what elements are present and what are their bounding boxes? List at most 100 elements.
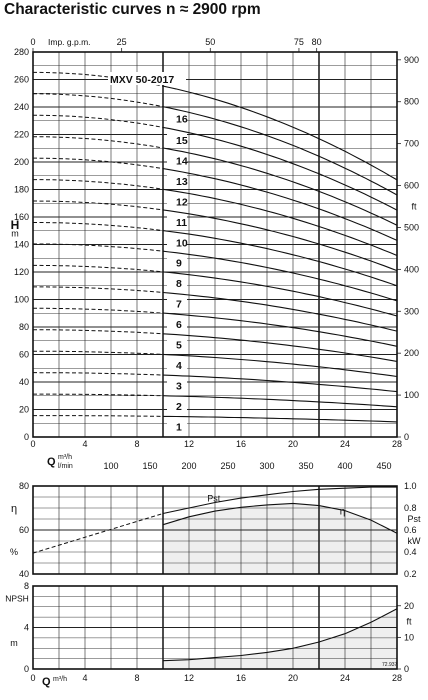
stage-curve: [162, 353, 398, 378]
right-axis-tick-label: 100: [404, 390, 419, 400]
eta-axis-tick-label: 40: [19, 569, 29, 579]
eta-axis-label: η: [11, 503, 17, 515]
lmin-axis-tick-label: 350: [298, 461, 313, 471]
left-axis-tick-label: 60: [19, 350, 29, 360]
stage-label: 4: [176, 360, 182, 372]
right-axis-tick-label: 200: [404, 348, 419, 358]
npsh-flow-tick-label: 28: [392, 673, 402, 683]
ft-axis-tick-label: 0: [404, 664, 409, 674]
stage-label-backdrop: [167, 379, 187, 392]
flow-axis-tick-label: 8: [134, 439, 139, 449]
npsh-flow-tick-label: 24: [340, 673, 350, 683]
lmin-axis-tick-label: 150: [142, 461, 157, 471]
left-axis-tick-label: 80: [19, 322, 29, 332]
top-axis-tick-label: 75: [294, 37, 304, 47]
left-axis-tick-label: 40: [19, 377, 29, 387]
ft-axis-tick-label: 10: [404, 632, 414, 642]
stage-curve: [162, 209, 398, 272]
stage-label-backdrop: [167, 133, 187, 146]
right-axis-tick-label: 300: [404, 306, 419, 316]
stage-label: 8: [176, 278, 182, 290]
npsh-flow-tick-label: 12: [184, 673, 194, 683]
stage-curve: [162, 374, 398, 393]
stage-label-backdrop: [167, 215, 187, 228]
left-axis-tick-label: 240: [14, 102, 29, 112]
stage-label: 1: [176, 422, 182, 434]
stage-label-backdrop: [167, 338, 187, 351]
stage-curve: [162, 126, 398, 211]
stage-curve-dashed: [33, 71, 164, 87]
stage-label-backdrop: [167, 277, 187, 290]
stage-label-backdrop: [167, 112, 187, 125]
right-axis-tick-label: 900: [404, 55, 419, 65]
stage-label: 3: [176, 381, 182, 393]
flow-axis-tick-label: 20: [288, 439, 298, 449]
model-label-backdrop: [108, 72, 186, 85]
npsh-flow-tick-label: 20: [288, 673, 298, 683]
head-panel-curves: [32, 71, 398, 423]
stage-curve: [163, 415, 398, 423]
stage-curve: [162, 188, 398, 257]
left-axis-tick-label: 20: [19, 405, 29, 415]
ft-axis-tick-label: 20: [404, 601, 414, 611]
stage-curve: [162, 395, 398, 408]
efficiency-panel: 0 4 8 12 16 20 24 28 Q m³/h l/min 100 150 200 250 300 35…: [10, 439, 421, 579]
left-axis-tick-label: 140: [14, 240, 29, 250]
left-axis-tick-label: 0: [24, 432, 29, 442]
stage-label-backdrop: [167, 420, 187, 433]
top-axis-tick-label: 0: [30, 37, 35, 47]
stage-curve-dashed: [32, 157, 164, 170]
flow-axis-label: Q: [47, 456, 56, 468]
stage-curve-dashed: [33, 114, 164, 128]
stage-label: 15: [176, 135, 188, 147]
ft-axis-unit: ft: [406, 616, 412, 626]
stage-curve: [162, 147, 398, 226]
stage-label-backdrop: [167, 195, 187, 208]
stage-label: 9: [176, 258, 182, 270]
head-panel-frame: [32, 51, 398, 438]
stage-curve-dashed: [33, 179, 164, 190]
stage-curve-dashed: [33, 307, 164, 314]
npsh-flow-tick-label: 16: [236, 673, 246, 683]
efficiency-panel-frame: [32, 485, 398, 575]
stage-label-backdrop: [167, 297, 187, 310]
efficiency-shaded-area: [163, 503, 397, 574]
stage-label: 6: [176, 319, 182, 331]
stage-curve-dashed: [32, 243, 164, 252]
flow-axis-tick-label: 16: [236, 439, 246, 449]
pst-curve: [162, 486, 397, 515]
left-axis-label: H: [11, 218, 20, 232]
left-axis-tick-label: 100: [14, 295, 29, 305]
lmin-axis-tick-label: 100: [103, 461, 118, 471]
lmin-axis-tick-label: 300: [259, 461, 274, 471]
left-axis-tick-label: 180: [14, 185, 29, 195]
power-axis-tick-label: 1.0: [404, 481, 417, 491]
stage-label-backdrop: [167, 400, 187, 413]
stage-label-backdrop: [167, 154, 187, 167]
top-axis-label: Imp. g.p.m.: [48, 37, 91, 47]
stage-label: 5: [176, 340, 182, 352]
flow-axis-tick-label: 0: [30, 439, 35, 449]
power-axis-unit: kW: [408, 536, 422, 546]
left-axis-tick-label: 120: [14, 267, 29, 277]
right-axis-tick-label: 700: [404, 139, 419, 149]
flow-axis-unit: m³/h: [58, 454, 72, 461]
eta-axis-tick-label: 80: [19, 481, 29, 491]
flow-axis-tick-label: 24: [340, 439, 350, 449]
top-axis-tick-label: 50: [205, 37, 215, 47]
stage-curve: [162, 106, 398, 196]
left-axis-unit: m: [11, 228, 19, 238]
npsh-axis-tick-label: 4: [24, 623, 29, 633]
pst-curve-label: Pst: [207, 493, 221, 503]
lmin-axis-tick-label: 250: [220, 461, 235, 471]
head-panel-grid: [32, 51, 398, 438]
stage-curve-dashed: [33, 136, 164, 149]
stage-label: 11: [176, 217, 187, 229]
npsh-panel-frame: [32, 585, 398, 670]
head-panel-labels: 020406080100120140160180200220240260280H…: [11, 37, 419, 442]
top-axis-tick-label: 25: [117, 37, 127, 47]
stage-label-backdrop: [167, 318, 187, 331]
lmin-axis-tick-label: 200: [181, 461, 196, 471]
